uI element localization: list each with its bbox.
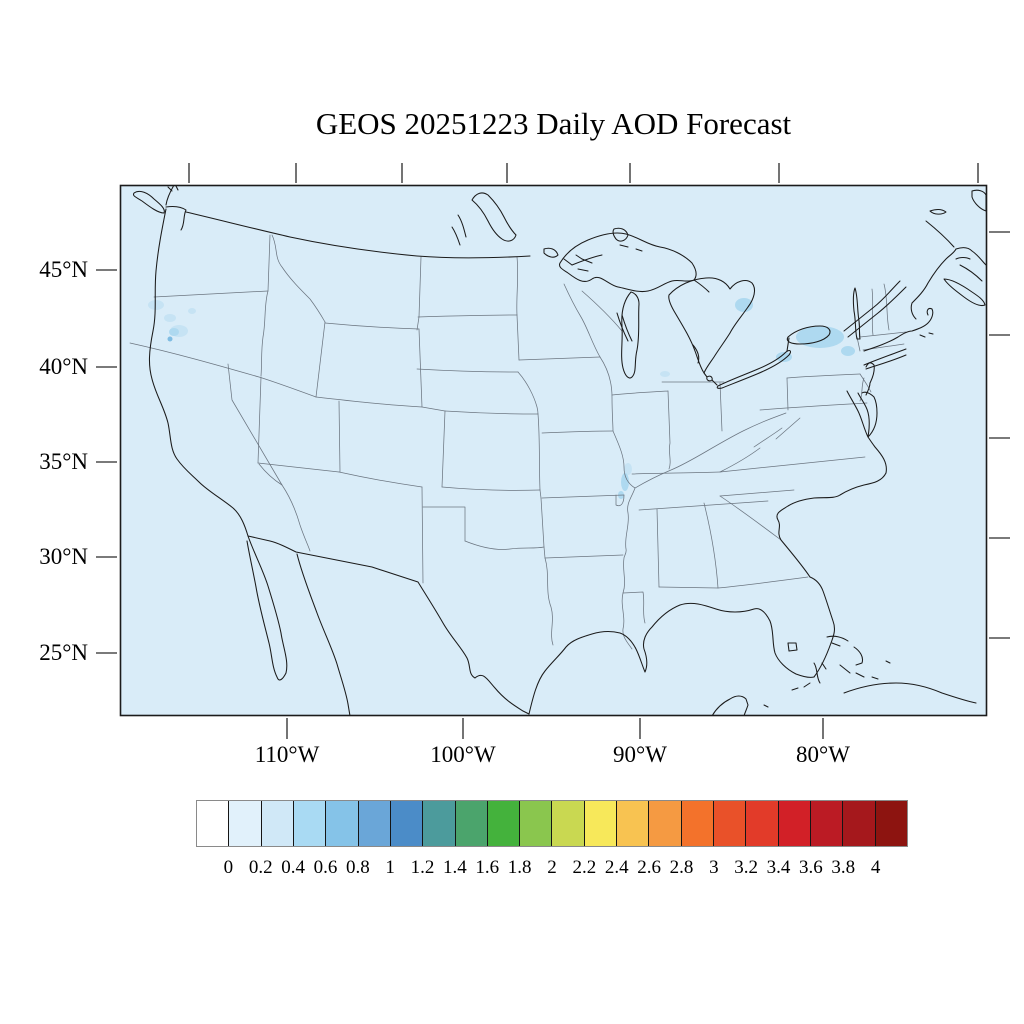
colorbar-cell	[583, 801, 617, 846]
map-background	[120, 185, 987, 716]
colorbar-tick-label: 1	[385, 857, 395, 878]
colorbar-tick-label: 3.8	[831, 857, 856, 878]
lon-tick-label: 80°W	[796, 742, 850, 767]
colorbar-tick-label: 0	[223, 857, 234, 878]
aod-patch-lake-michigan	[660, 371, 670, 377]
colorbar-cell	[197, 801, 229, 846]
lat-tick-label: 35°N	[39, 449, 88, 474]
colorbar-tick-label: 2.8	[669, 857, 694, 878]
colorbar-tick-label: 0.6	[313, 857, 338, 878]
colorbar-labels: 0 0.2 0.4 0.6 0.8 1 1.2 1.4 1.6 1.8 2 2.2 2.4 2.6 2.8 3…	[0, 857, 1024, 883]
colorbar-cell	[519, 801, 552, 846]
colorbar-cell	[325, 801, 358, 846]
colorbar-cell	[809, 801, 843, 846]
colorbar-tick-label: 1.8	[507, 857, 532, 878]
colorbar-tick-label: 2.2	[572, 857, 597, 878]
colorbar-tick-label: 0.8	[345, 857, 370, 878]
colorbar-cell	[486, 801, 520, 846]
aod-patch-oregon-4	[188, 308, 196, 314]
lat-tick-label: 40°N	[39, 354, 88, 379]
colorbar-cell	[551, 801, 584, 846]
colorbar-cell	[616, 801, 649, 846]
colorbar-cell	[228, 801, 261, 846]
colorbar-tick-label: 0.2	[248, 857, 273, 878]
colorbar-cell	[260, 801, 293, 846]
colorbar-cell	[454, 801, 487, 846]
aod-patch-oregon-1	[148, 300, 164, 310]
colorbar-tick-label: 1.4	[443, 857, 467, 878]
colorbar-cell	[745, 801, 778, 846]
lat-tick-label: 25°N	[39, 640, 88, 665]
colorbar-cell	[874, 801, 907, 846]
colorbar-cell	[713, 801, 746, 846]
colorbar-tick-label: 1.6	[475, 857, 500, 878]
colorbar-cell	[680, 801, 713, 846]
colorbar-cell	[357, 801, 390, 846]
colorbar-cell	[389, 801, 423, 846]
colorbar-tick-label: 2.6	[637, 857, 661, 878]
colorbar-cell	[422, 801, 455, 846]
colorbar-tick-label: 4	[870, 857, 881, 878]
aod-patch-lake-ontario	[796, 326, 844, 348]
page-title: GEOS 20251223 Daily AOD Forecast	[315, 106, 792, 141]
colorbar-tick-label: 3.2	[734, 857, 759, 878]
aod-patch-oregon-5	[169, 328, 179, 336]
colorbar-tick-label: 3.4	[766, 857, 791, 878]
lon-tick-label: 90°W	[613, 742, 667, 767]
colorbar-tick-label: 3	[709, 857, 719, 878]
aod-patch-oregon-dot	[167, 336, 173, 342]
aod-patch-oregon-2	[164, 314, 176, 322]
colorbar-cell	[648, 801, 681, 846]
lon-tick-label: 110°W	[254, 742, 320, 767]
colorbar	[196, 800, 908, 847]
colorbar-tick-label: 2.4	[604, 857, 629, 878]
colorbar-tick-label: 1.2	[410, 857, 435, 878]
colorbar-cell	[842, 801, 875, 846]
map-area	[120, 185, 987, 716]
colorbar-tick-label: 2	[547, 857, 557, 878]
us-aod-map	[120, 185, 987, 716]
lat-tick-label: 30°N	[39, 544, 88, 569]
colorbar-tick-label: 0.4	[281, 857, 305, 878]
aod-patch-upstate-ny	[841, 346, 855, 356]
colorbar-tick-label: 3.6	[799, 857, 823, 878]
lon-tick-label: 100°W	[430, 742, 496, 767]
colorbar-cell	[292, 801, 326, 846]
aod-patch-georgian-bay	[735, 298, 753, 312]
colorbar-cell	[777, 801, 810, 846]
lat-tick-label: 45°N	[39, 257, 88, 282]
